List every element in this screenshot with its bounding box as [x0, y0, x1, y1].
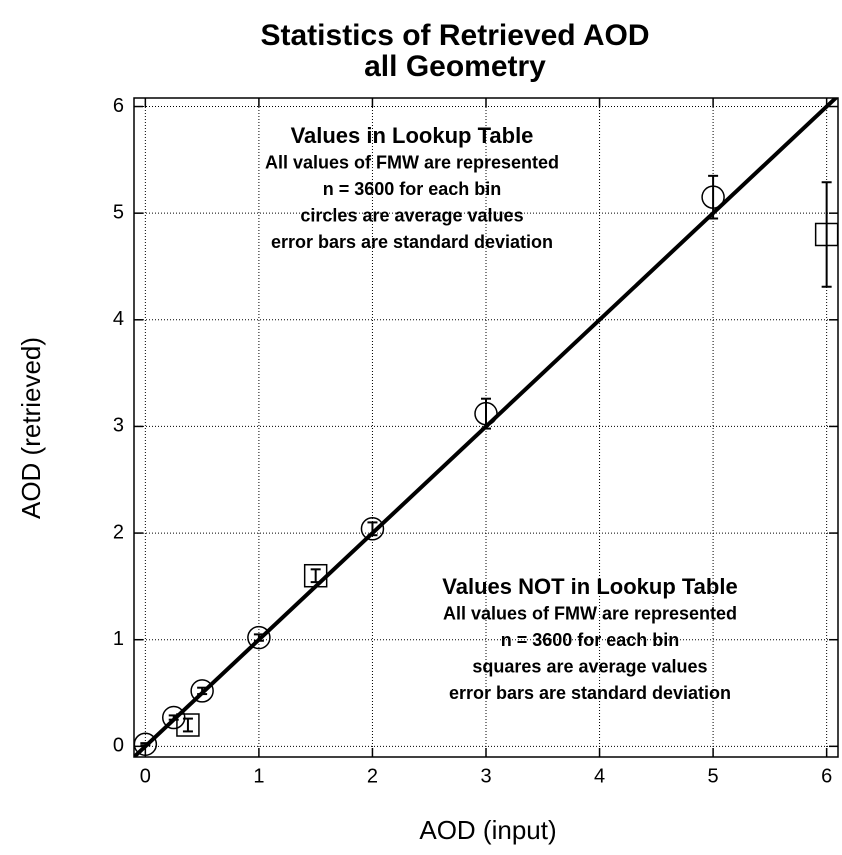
x-tick-label: 3 [480, 765, 491, 787]
y-tick-label: 5 [113, 201, 124, 223]
annotation: error bars are standard deviation [271, 232, 553, 252]
y-tick-label: 4 [113, 308, 124, 330]
chart-title: all Geometry [364, 50, 546, 83]
x-tick-label: 5 [708, 765, 719, 787]
point [303, 563, 328, 588]
point [247, 625, 271, 650]
x-tick-label: 0 [140, 765, 151, 787]
x-axis-label: AOD (input) [419, 815, 556, 845]
annotation: n = 3600 for each bin [323, 179, 502, 199]
y-tick-label: 6 [113, 95, 124, 117]
point [360, 517, 385, 541]
annotation: All values of FMW are represented [265, 152, 559, 172]
point [176, 713, 200, 737]
x-tick-label: 1 [253, 765, 264, 787]
point [133, 732, 158, 756]
x-tick-label: 2 [367, 765, 378, 787]
point [814, 222, 839, 247]
y-tick-label: 2 [113, 521, 124, 543]
y-tick-label: 1 [113, 628, 124, 650]
x-tick-label: 4 [594, 765, 605, 787]
point [161, 705, 186, 730]
point [474, 401, 498, 426]
point [190, 679, 214, 703]
chart-title: Statistics of Retrieved AOD [261, 19, 650, 52]
annotation: squares are average values [472, 656, 707, 676]
point [701, 185, 725, 209]
annotation: All values of FMW are represented [443, 603, 737, 623]
x-tick-label: 6 [821, 765, 832, 787]
annotation: Values NOT in Lookup Table [442, 574, 737, 599]
annotation: circles are average values [300, 205, 523, 225]
annotation: error bars are standard deviation [449, 683, 731, 703]
y-axis-label: AOD (retrieved) [16, 337, 46, 519]
plot-frame [133, 97, 839, 758]
annotation: Values in Lookup Table [291, 123, 534, 148]
y-tick-label: 3 [113, 415, 124, 437]
y-tick-label: 0 [113, 735, 124, 757]
annotation: n = 3600 for each bin [501, 630, 680, 650]
